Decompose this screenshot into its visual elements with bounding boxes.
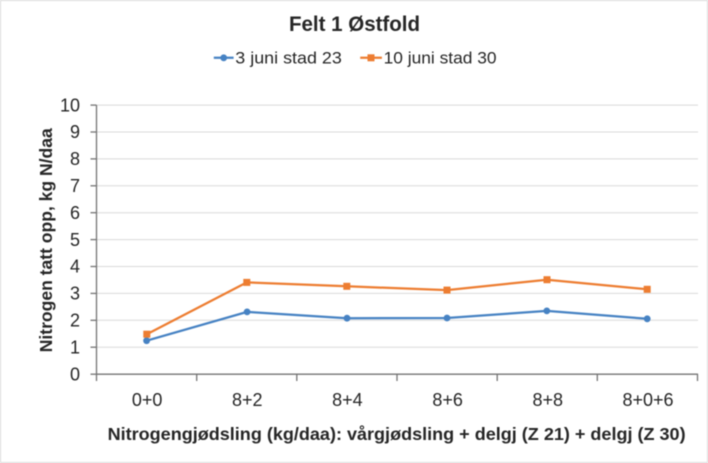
svg-text:7: 7 (70, 176, 80, 196)
svg-text:10: 10 (60, 95, 80, 115)
svg-text:Nitrogen tatt opp, kg N/daa: Nitrogen tatt opp, kg N/daa (36, 128, 56, 352)
svg-text:8: 8 (70, 149, 80, 169)
svg-text:3 juni stad 23: 3 juni stad 23 (235, 48, 341, 67)
svg-text:1: 1 (70, 337, 80, 357)
svg-text:6: 6 (70, 203, 80, 223)
svg-text:2: 2 (70, 311, 80, 331)
svg-text:8+8: 8+8 (533, 390, 564, 410)
svg-text:Nitrogengjødsling (kg/daa): vå: Nitrogengjødsling (kg/daa): vårgjødsling… (108, 424, 686, 444)
svg-text:10 juni stad 30: 10 juni stad 30 (384, 48, 497, 67)
svg-text:8+2: 8+2 (232, 390, 263, 410)
svg-text:8+0+6: 8+0+6 (622, 390, 673, 410)
svg-text:9: 9 (70, 122, 80, 142)
svg-text:0+0: 0+0 (132, 390, 163, 410)
svg-text:3: 3 (70, 284, 80, 304)
svg-text:5: 5 (70, 230, 80, 250)
svg-text:8+4: 8+4 (332, 390, 363, 410)
svg-text:4: 4 (70, 257, 80, 277)
svg-text:0: 0 (70, 364, 80, 384)
svg-text:8+6: 8+6 (432, 390, 463, 410)
svg-text:Felt 1 Østfold: Felt 1 Østfold (289, 12, 420, 36)
